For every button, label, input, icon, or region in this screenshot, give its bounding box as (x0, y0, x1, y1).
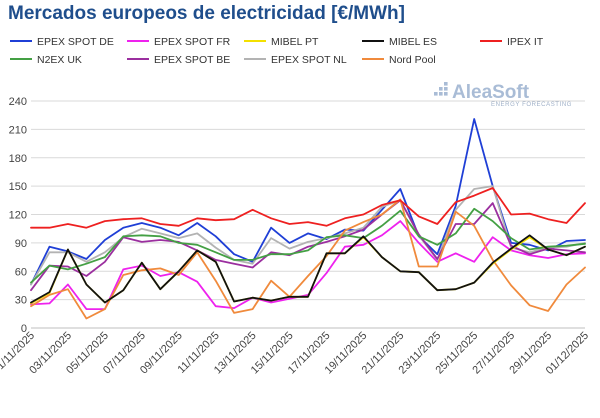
logo-dot (444, 92, 448, 96)
logo-dot (434, 92, 438, 96)
series-line-mibel-es (30, 234, 586, 304)
y-tick-label: 90 (15, 238, 27, 250)
legend-label: MIBEL PT (271, 36, 319, 48)
y-tick-label: 60 (15, 266, 27, 278)
chart-title: Mercados europeos de electricidad [€/MWh… (8, 3, 405, 24)
legend-label: EPEX SPOT FR (154, 36, 231, 48)
y-tick-label: 240 (9, 96, 27, 108)
legend-label: EPEX SPOT BE (154, 54, 230, 66)
legend: EPEX SPOT DE EPEX SPOT FR MIBEL PT MIBEL ES… (10, 36, 544, 66)
series-lines (30, 118, 586, 320)
legend-label: Nord Pool (389, 54, 436, 66)
grid (31, 100, 585, 329)
x-axis: 01/11/202503/11/202505/11/202507/11/2025… (0, 330, 591, 377)
y-tick-label: 180 (9, 153, 27, 165)
logo-dot (439, 92, 443, 96)
y-tick-label: 120 (9, 210, 27, 222)
logo-dot (444, 87, 448, 91)
legend-label: EPEX SPOT DE (37, 36, 114, 48)
series-line-ipex-it (30, 187, 586, 229)
logo-tagline: ENERGY FORECASTING (491, 102, 572, 108)
y-tick-label: 0 (21, 323, 27, 335)
logo-dot (444, 82, 448, 86)
y-tick-label: 150 (9, 181, 27, 193)
legend-label: EPEX SPOT NL (271, 54, 347, 66)
legend-label: N2EX UK (37, 54, 82, 66)
logo-dot (439, 87, 443, 91)
legend-label: MIBEL ES (389, 36, 437, 48)
series-line-n2ex-uk (30, 207, 586, 284)
y-tick-label: 210 (9, 124, 27, 136)
y-axis: 0 30 60 90 120 150 180 210 240 (9, 96, 27, 335)
legend-label: IPEX IT (507, 36, 544, 48)
series-line-nord-pool (30, 198, 586, 320)
logo-name: AleaSoft (452, 82, 530, 103)
y-tick-label: 30 (15, 295, 27, 307)
